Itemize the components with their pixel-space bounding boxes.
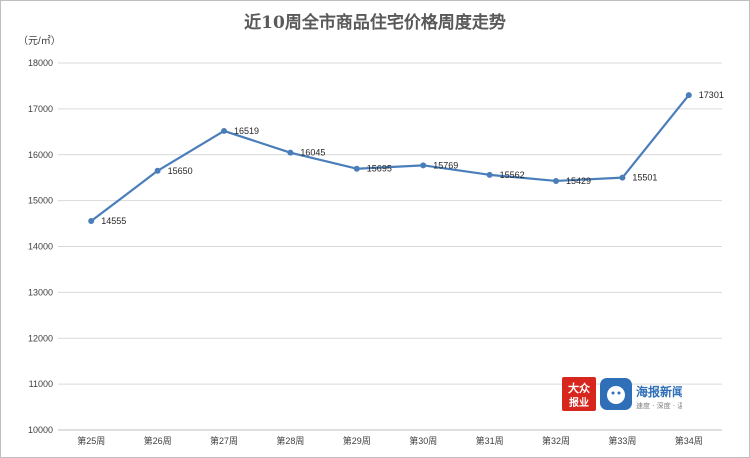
data-point: [619, 174, 626, 181]
dazhong-logo: 大众 报业: [562, 377, 596, 411]
haibao-logo-name: 海报新闻: [636, 384, 682, 399]
data-point: [287, 149, 294, 156]
y-tick-label: 17000: [28, 104, 53, 114]
x-tick-label: 第25周: [77, 435, 105, 446]
x-tick-label: 第32周: [542, 435, 570, 446]
data-point: [486, 171, 493, 178]
data-label: 14555: [101, 216, 126, 226]
series-line: [90, 94, 690, 222]
y-tick-label: 14000: [28, 242, 53, 252]
x-tick-label: 第30周: [409, 435, 437, 446]
dazhong-logo-top: 大众: [568, 381, 591, 395]
data-point: [88, 218, 95, 225]
data-label: 16519: [234, 126, 259, 136]
data-label: 15695: [367, 164, 392, 174]
x-tick-label: 第26周: [144, 435, 172, 446]
seal-icon: [607, 386, 625, 404]
data-point: [420, 162, 427, 169]
y-tick-label: 11000: [29, 379, 53, 389]
x-tick-label: 第27周: [210, 435, 238, 446]
data-label: 15429: [566, 176, 591, 186]
x-tick-label: 第28周: [276, 435, 304, 446]
x-tick-label: 第34周: [675, 435, 703, 446]
y-tick-label: 16000: [28, 150, 53, 160]
y-tick-label: 18000: [28, 58, 53, 68]
y-unit-label: （元/㎡）: [18, 36, 61, 47]
haibao-logo: 海报新闻 速度 · 深度 · 温度: [600, 378, 691, 410]
x-tick-label: 第29周: [343, 435, 371, 446]
x-tick-label: 第31周: [476, 435, 504, 446]
data-label: 15769: [433, 160, 458, 170]
x-tick-label: 第33周: [608, 435, 636, 446]
data-label: 16045: [300, 148, 325, 158]
y-tick-label: 15000: [28, 196, 53, 206]
branding-logos: 大众 报业 海报新闻 速度 · 深度 · 温度: [562, 377, 691, 411]
data-label: 17301: [699, 90, 724, 100]
chart-title: 近10周全市商品住宅价格周度走势: [244, 13, 506, 33]
data-point: [221, 127, 227, 134]
haibao-logo-tagline: 速度 · 深度 · 温度: [636, 401, 682, 410]
dazhong-logo-bottom: 报业: [569, 396, 589, 409]
data-label: 15650: [168, 166, 193, 176]
data-point: [685, 92, 692, 99]
data-label: 15501: [632, 173, 657, 183]
data-point: [353, 165, 360, 172]
y-tick-label: 13000: [28, 287, 53, 297]
y-tick-label: 10000: [28, 425, 53, 435]
data-point: [154, 167, 161, 174]
data-point: [553, 177, 559, 184]
data-label: 15562: [500, 170, 525, 180]
y-tick-label: 12000: [28, 333, 53, 343]
